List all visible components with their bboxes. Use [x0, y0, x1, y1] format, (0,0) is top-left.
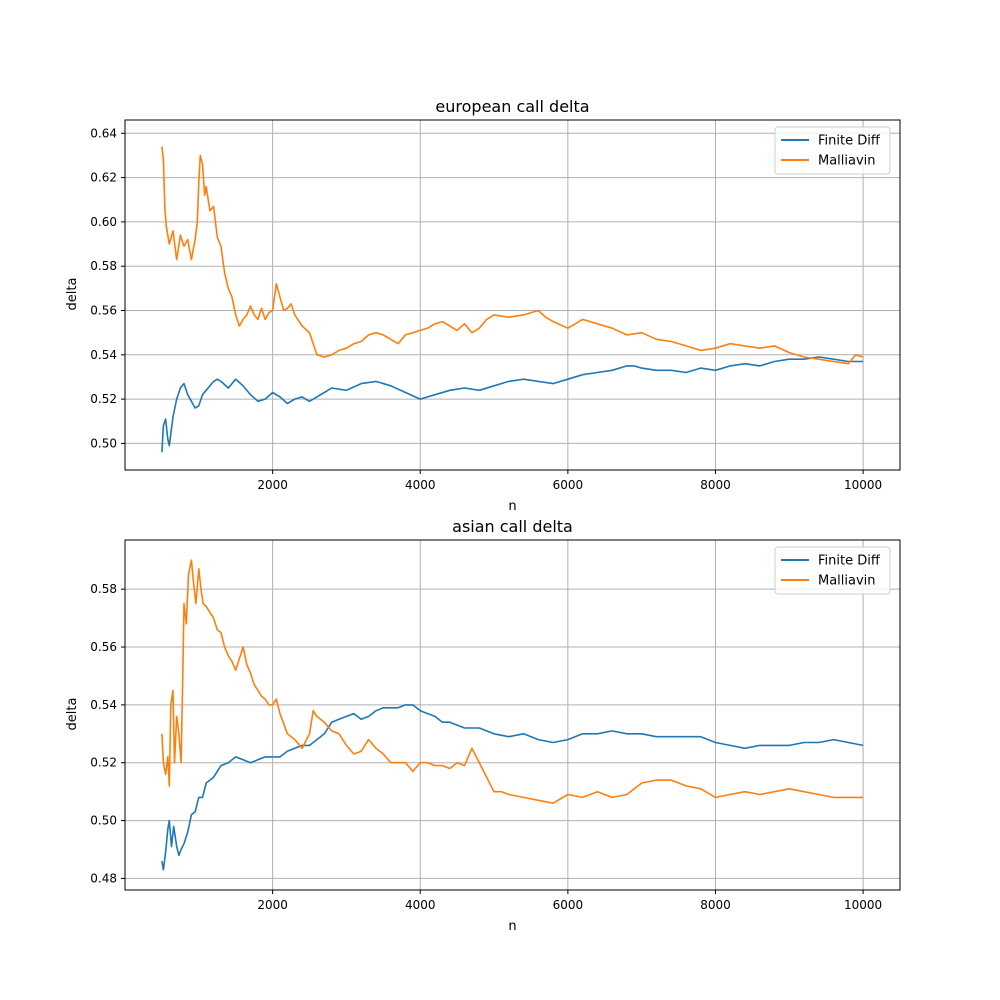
y-tick-label: 0.62	[90, 171, 117, 185]
x-tick-label: 10000	[844, 898, 882, 912]
x-tick-label: 8000	[700, 478, 731, 492]
legend-label: Finite Diff	[818, 554, 881, 569]
x-tick-label: 10000	[844, 478, 882, 492]
legend-box	[774, 546, 891, 595]
x-tick-label: 2000	[257, 898, 288, 912]
series-line-malliavin	[161, 559, 864, 805]
y-tick-label: 0.52	[90, 756, 117, 770]
y-tick-label: 0.56	[90, 304, 117, 318]
legend-label: Finite Diff	[818, 134, 881, 149]
legend-box	[774, 126, 891, 175]
x-axis-label: n	[508, 919, 516, 934]
asian-call-delta-panel: asian call delta n delta 2000 4000 6000 800…	[65, 517, 901, 934]
y-tick-label: 0.54	[90, 698, 117, 712]
y-tick-label: 0.56	[90, 640, 117, 654]
series-line-finite-diff	[161, 704, 864, 871]
y-axis-label: delta	[65, 278, 80, 311]
plot-frame	[124, 539, 901, 891]
y-tick-label: 0.60	[90, 215, 117, 229]
y-tick-label: 0.58	[90, 259, 117, 273]
y-tick-label: 0.52	[90, 392, 117, 406]
chart-title: european call delta	[435, 97, 589, 116]
plot-frame	[124, 119, 901, 471]
european-call-delta-panel: european call delta n delta 2000 4000 6000…	[65, 97, 901, 514]
y-axis-label: delta	[65, 698, 80, 731]
legend-label: Malliavin	[818, 574, 876, 589]
series-line-finite-diff	[161, 356, 864, 453]
x-tick-label: 6000	[553, 478, 584, 492]
x-axis-label: n	[508, 499, 516, 514]
series-line-malliavin	[161, 146, 864, 365]
y-tick-label: 0.50	[90, 436, 117, 450]
x-tick-label: 6000	[553, 898, 584, 912]
x-tick-label: 2000	[257, 478, 288, 492]
y-tick-label: 0.54	[90, 348, 117, 362]
y-tick-label: 0.48	[90, 871, 117, 885]
y-tick-label: 0.64	[90, 126, 117, 140]
x-tick-label: 4000	[405, 898, 436, 912]
y-tick-label: 0.58	[90, 582, 117, 596]
legend: Finite Diff Malliavin	[774, 126, 891, 175]
legend: Finite Diff Malliavin	[774, 546, 891, 595]
x-tick-label: 8000	[700, 898, 731, 912]
legend-label: Malliavin	[818, 154, 876, 169]
y-tick-label: 0.50	[90, 814, 117, 828]
x-tick-label: 4000	[405, 478, 436, 492]
chart-title: asian call delta	[452, 517, 573, 536]
